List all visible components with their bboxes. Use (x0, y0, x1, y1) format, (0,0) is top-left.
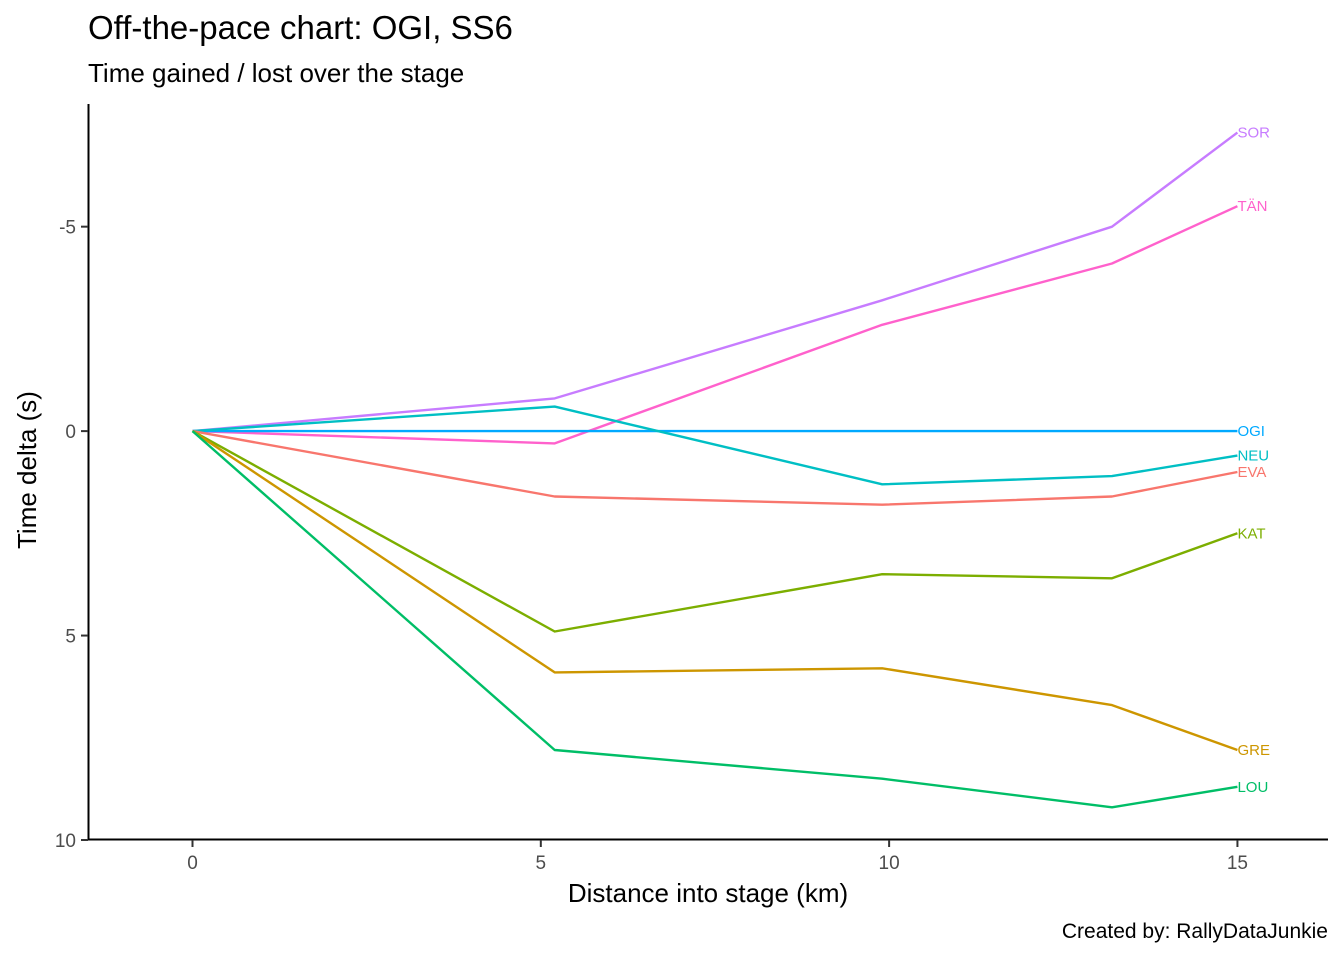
y-tick-label: 0 (65, 422, 76, 443)
x-axis-ticks: 0 5 10 15 (187, 840, 1248, 874)
chart-subtitle: Time gained / lost over the stage (88, 58, 465, 88)
y-tick-label: -5 (59, 218, 76, 239)
x-tick-label: 5 (536, 853, 547, 874)
series-line-kat (191, 430, 1238, 633)
series-lines (191, 131, 1239, 809)
y-tick-label: 10 (55, 831, 76, 852)
series-line-eva (192, 429, 1238, 506)
series-label-eva: EVA (1237, 464, 1266, 481)
series-label-ogi: OGI (1237, 423, 1265, 440)
series-label-lou: LOU (1237, 779, 1268, 796)
series-label-neu: NEU (1237, 448, 1269, 465)
series-label-gre: GRE (1237, 742, 1270, 759)
series-line-lou (191, 430, 1238, 809)
series-line-tän (192, 205, 1238, 445)
x-tick-label: 15 (1227, 853, 1248, 874)
series-label-sor: SOR (1237, 125, 1270, 142)
y-axis-title: Time delta (s) (12, 391, 42, 549)
series-label-kat: KAT (1237, 525, 1265, 542)
x-tick-label: 10 (879, 853, 900, 874)
x-axis-title: Distance into stage (km) (568, 878, 848, 908)
y-tick-label: 5 (65, 627, 76, 648)
chart-title: Off-the-pace chart: OGI, SS6 (88, 9, 513, 46)
chart-caption: Created by: RallyDataJunkie (1061, 920, 1328, 943)
series-line-neu (192, 405, 1238, 486)
series-label-tän: TÄN (1237, 198, 1267, 215)
x-tick-label: 0 (187, 853, 198, 874)
series-line-gre (191, 430, 1238, 752)
series-line-sor (192, 131, 1239, 433)
y-axis-ticks: -5 0 5 10 (55, 218, 88, 852)
